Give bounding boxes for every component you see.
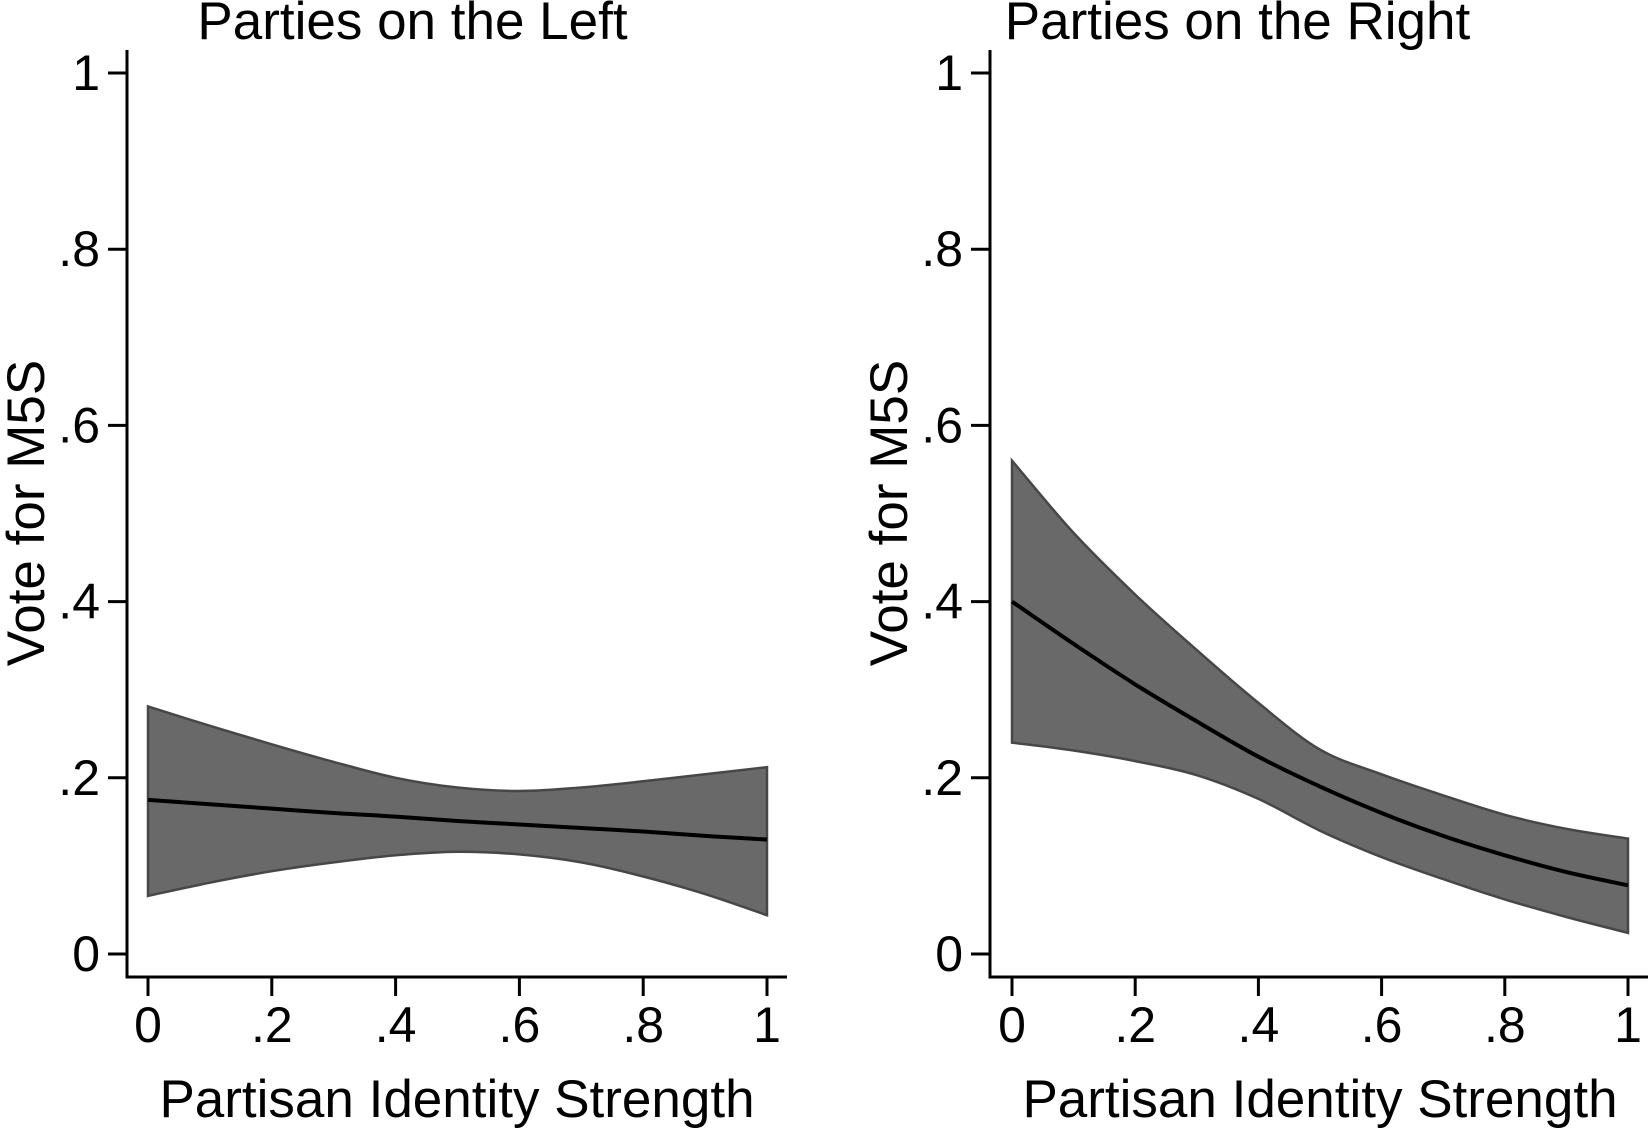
panel-title-left: Parties on the Left bbox=[197, 0, 628, 51]
confidence-band bbox=[1010, 457, 1630, 935]
y-tick-label: 1 bbox=[72, 45, 100, 101]
x-axis-label-left: Partisan Identity Strength bbox=[159, 1070, 755, 1129]
y-tick-label: .6 bbox=[58, 397, 100, 453]
x-tick-label: .4 bbox=[375, 997, 417, 1053]
x-tick-label: .6 bbox=[1361, 997, 1403, 1053]
y-tick-label: .2 bbox=[921, 750, 963, 806]
y-axis-label-right: Vote for M5S bbox=[860, 359, 919, 667]
y-tick-label: .4 bbox=[58, 574, 100, 630]
x-tick-label: .8 bbox=[1484, 997, 1526, 1053]
y-tick-label: .8 bbox=[58, 221, 100, 277]
y-tick-label: .2 bbox=[58, 750, 100, 806]
x-tick-label: .2 bbox=[1114, 997, 1156, 1053]
confidence-band bbox=[146, 704, 769, 917]
x-tick-label: .6 bbox=[499, 997, 541, 1053]
fitted-line bbox=[1010, 599, 1629, 888]
panel-title-right: Parties on the Right bbox=[1004, 0, 1471, 51]
x-tick-label: 0 bbox=[998, 997, 1026, 1053]
y-tick-label: .6 bbox=[921, 397, 963, 453]
x-tick-label: 1 bbox=[1614, 997, 1642, 1053]
axis-lines bbox=[125, 50, 787, 979]
y-tick-label: 0 bbox=[935, 926, 963, 982]
y-axis-label-left: Vote for M5S bbox=[0, 359, 56, 667]
fitted-line bbox=[147, 797, 768, 842]
x-tick-label: .2 bbox=[251, 997, 293, 1053]
y-tick-label: 0 bbox=[72, 926, 100, 982]
y-tick-label: .8 bbox=[921, 221, 963, 277]
x-tick-label: 0 bbox=[134, 997, 162, 1053]
axis-lines bbox=[988, 50, 1648, 979]
x-tick-label: 1 bbox=[753, 997, 781, 1053]
x-tick-label: .8 bbox=[622, 997, 664, 1053]
y-tick-label: .4 bbox=[921, 574, 963, 630]
x-tick-label: .4 bbox=[1238, 997, 1280, 1053]
y-tick-label: 1 bbox=[935, 45, 963, 101]
x-axis-label-right: Partisan Identity Strength bbox=[1022, 1070, 1618, 1129]
